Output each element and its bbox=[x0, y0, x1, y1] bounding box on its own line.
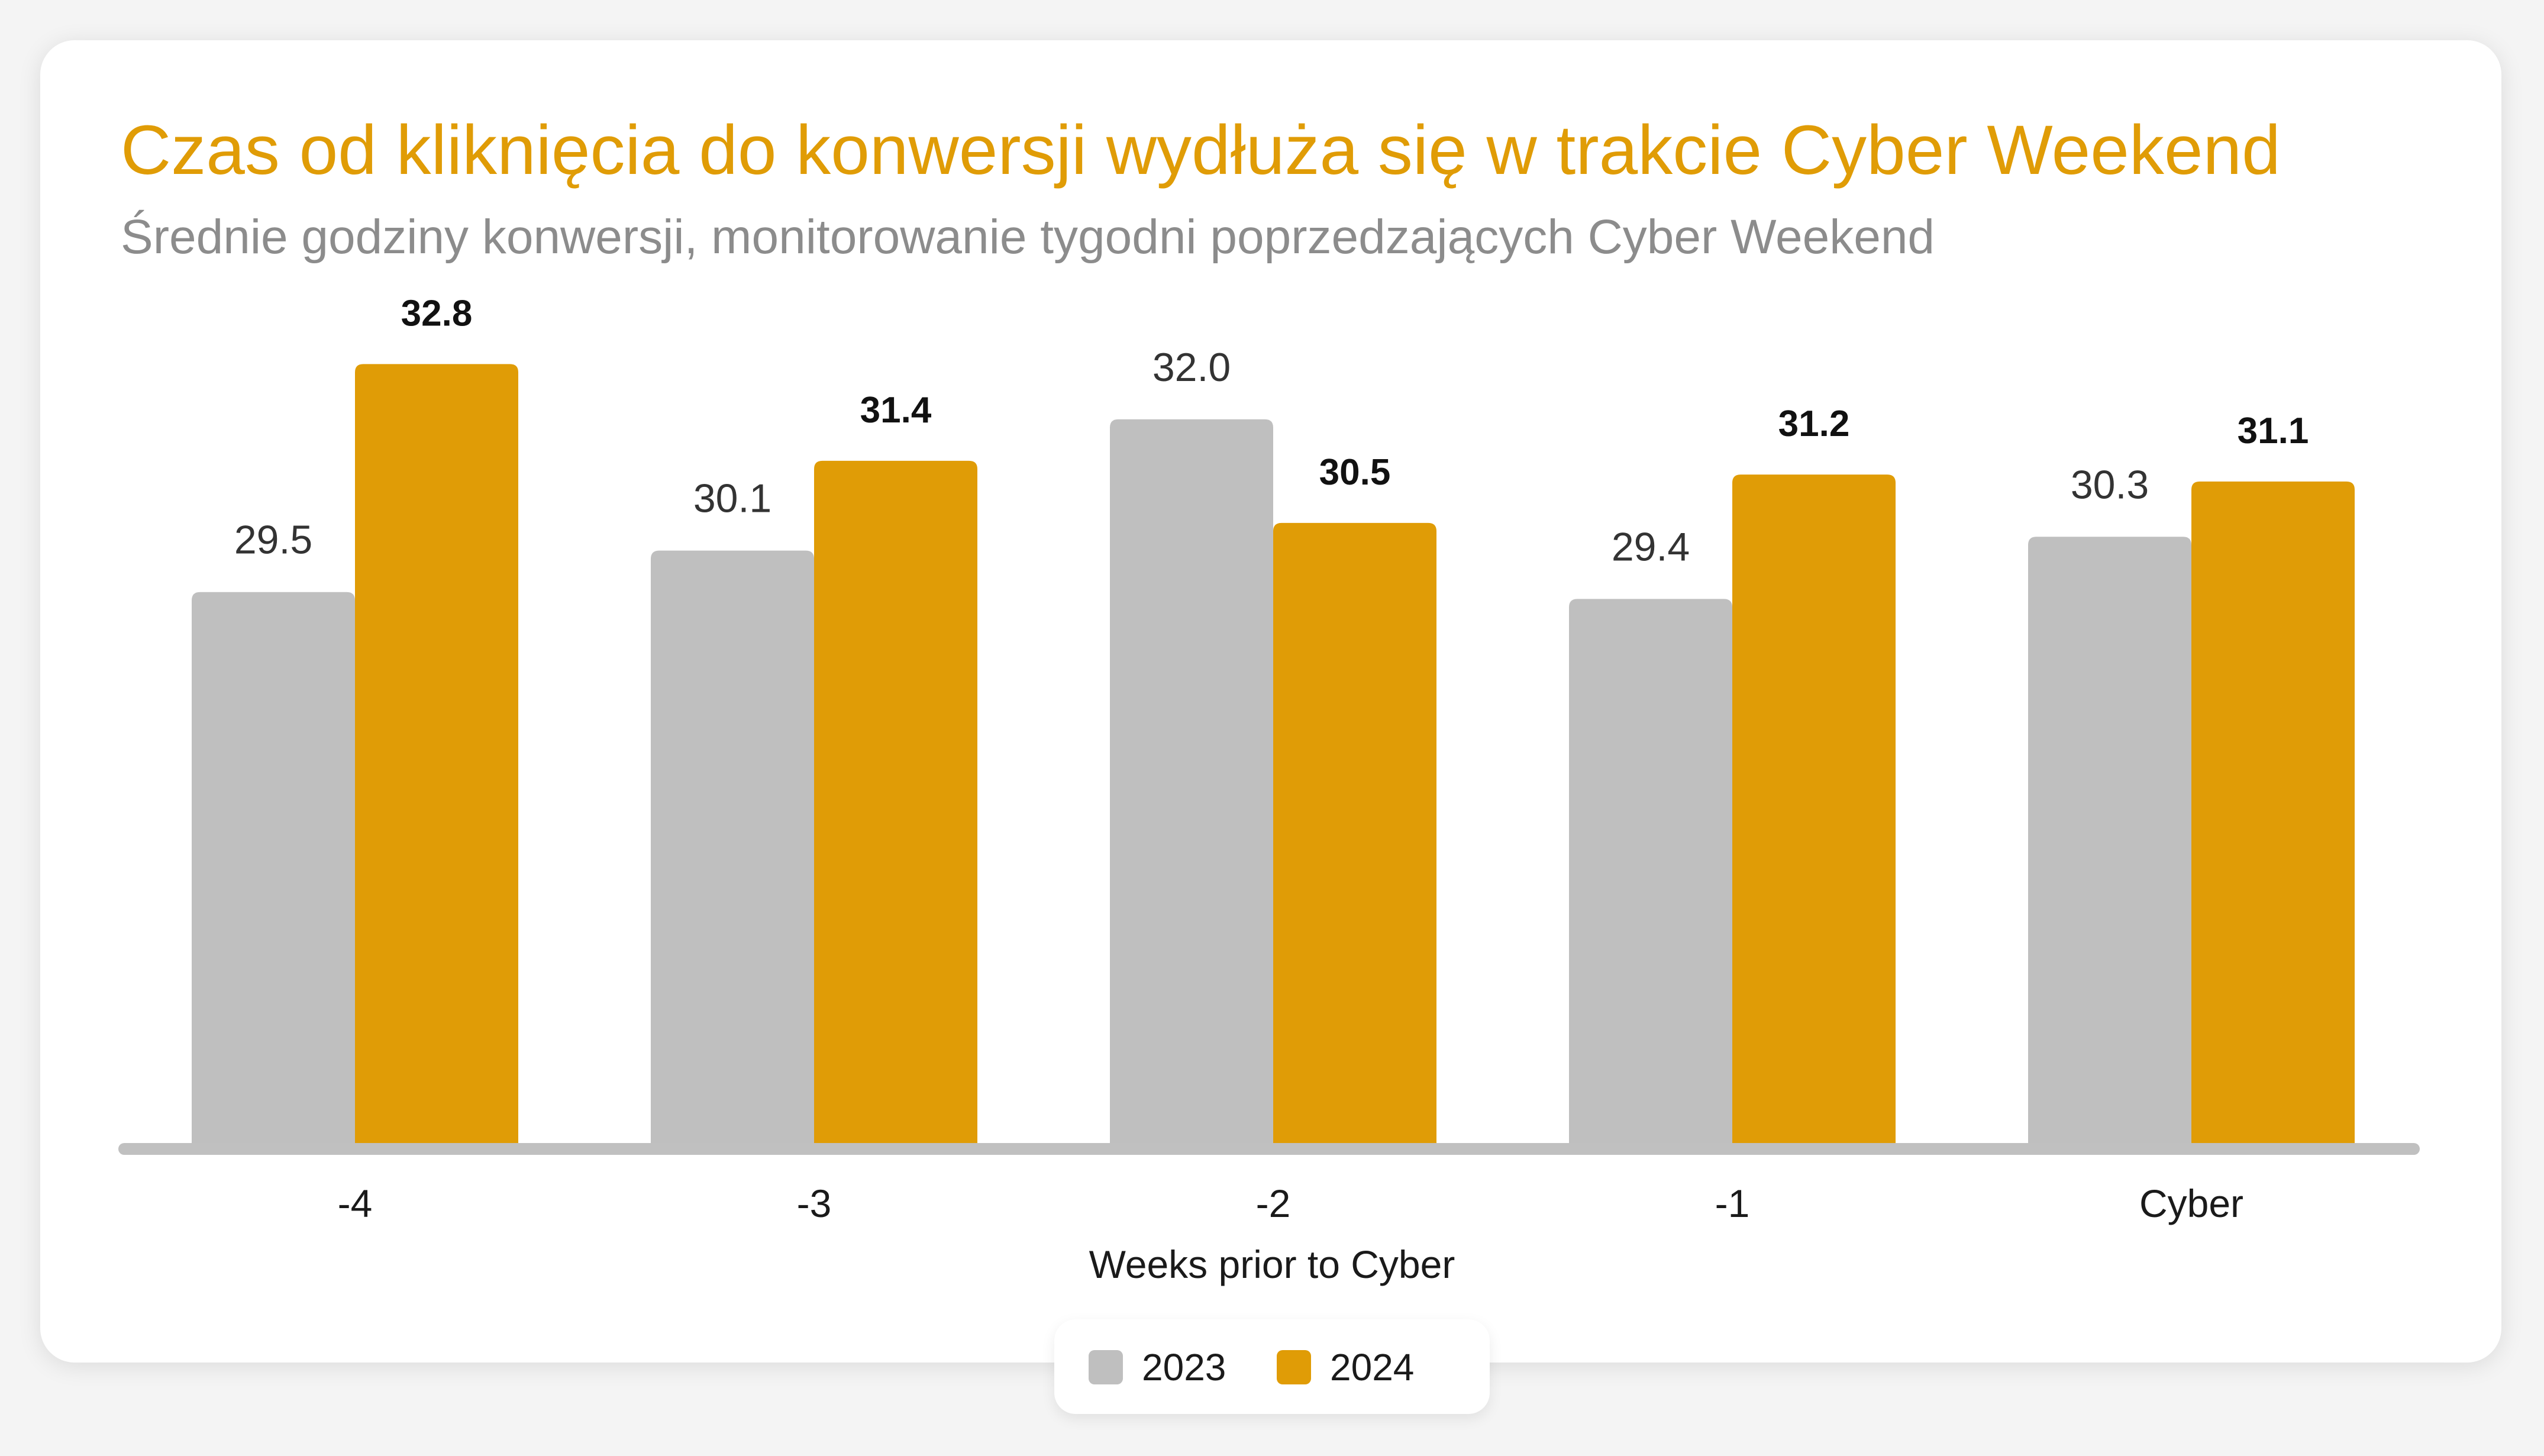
labels-layer: 29.5 32.8 -4 30.1 31.4 -3 32.0 30.5 -2 29.4 31.2 -1… bbox=[234, 293, 2309, 1225]
x-tick-label-cyber: Cyber bbox=[2139, 1181, 2243, 1225]
legend-item-2024: 2024 bbox=[1277, 1346, 1415, 1389]
bar-2023-4 bbox=[192, 592, 355, 1145]
legend: 2023 2024 bbox=[1054, 1319, 1490, 1414]
legend-item-2023: 2023 bbox=[1089, 1346, 1226, 1389]
bar-2024-2 bbox=[1273, 522, 1436, 1145]
value-label-2024-4: 32.8 bbox=[401, 293, 473, 334]
chart-title: Czas od kliknięcia do konwersji wydłuża … bbox=[121, 111, 2281, 189]
bar-2023-1 bbox=[1569, 599, 1732, 1145]
legend-label-2023: 2023 bbox=[1142, 1346, 1226, 1389]
value-label-2023-4: 29.5 bbox=[234, 518, 312, 563]
bar-2024-4 bbox=[355, 364, 518, 1145]
value-label-2023-3: 30.1 bbox=[693, 476, 771, 521]
bar-2024-1 bbox=[1732, 474, 1896, 1145]
value-label-2024-2: 30.5 bbox=[1319, 452, 1391, 493]
bar-2024-cyber bbox=[2191, 481, 2355, 1145]
value-label-2023-2: 32.0 bbox=[1152, 345, 1231, 390]
value-label-2023-1: 29.4 bbox=[1612, 524, 1690, 569]
bar-2024-3 bbox=[814, 460, 977, 1145]
bar-2023-cyber bbox=[2028, 537, 2191, 1145]
value-label-2024-cyber: 31.1 bbox=[2238, 411, 2309, 451]
legend-swatch-2024 bbox=[1277, 1350, 1311, 1384]
bars-layer bbox=[192, 364, 2355, 1145]
x-tick-label-4: -4 bbox=[338, 1181, 373, 1225]
chart-subtitle: Średnie godziny konwersji, monitorowanie… bbox=[121, 210, 1935, 264]
value-label-2023-cyber: 30.3 bbox=[2071, 462, 2149, 507]
legend-swatch-2023 bbox=[1089, 1350, 1123, 1384]
x-axis-title: Weeks prior to Cyber bbox=[1089, 1242, 1455, 1286]
bar-2023-3 bbox=[651, 550, 814, 1145]
bar-2023-2 bbox=[1110, 419, 1273, 1145]
x-tick-label-3: -3 bbox=[797, 1181, 832, 1225]
value-label-2024-3: 31.4 bbox=[860, 390, 932, 431]
value-label-2024-1: 31.2 bbox=[1778, 403, 1850, 444]
legend-label-2024: 2024 bbox=[1330, 1346, 1415, 1389]
x-tick-label-2: -2 bbox=[1256, 1181, 1291, 1225]
x-axis-line bbox=[118, 1143, 2420, 1155]
x-tick-label-1: -1 bbox=[1715, 1181, 1750, 1225]
